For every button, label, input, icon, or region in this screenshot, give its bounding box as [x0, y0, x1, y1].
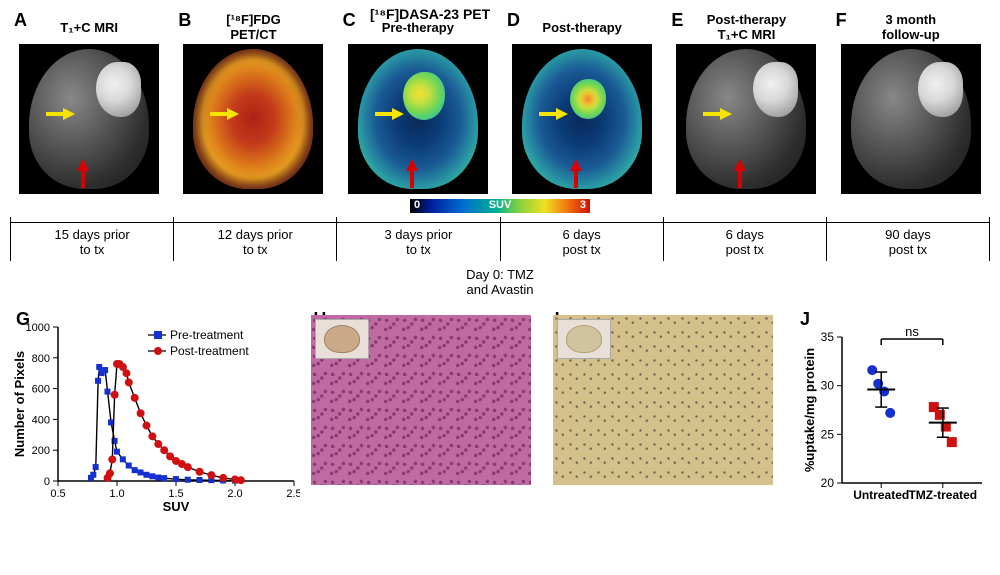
histology-HE-inset [315, 319, 369, 359]
timeline-cell-4: 6 days post tx [663, 222, 826, 261]
panel-I: I [553, 315, 783, 485]
panel-G: G 0.51.01.52.02.502004006008001000SUVNum… [10, 315, 300, 520]
panel-letter-B: B [178, 10, 191, 31]
panel-title-A: T₁+C MRI [10, 10, 168, 44]
svg-text:2.0: 2.0 [227, 488, 242, 500]
svg-text:1.0: 1.0 [109, 488, 124, 500]
svg-text:%uptake/mg protein: %uptake/mg protein [802, 348, 817, 472]
suv-label: SUV [489, 199, 512, 211]
chartG-svg: 0.51.01.52.02.502004006008001000SUVNumbe… [10, 315, 300, 515]
panel-letter-A: A [14, 10, 27, 31]
svg-text:600: 600 [32, 384, 50, 396]
red-arrow-icon [570, 159, 596, 167]
svg-text:2.5: 2.5 [286, 488, 300, 500]
panel-D: DPost-therapy [503, 10, 661, 194]
red-arrow-icon [77, 159, 103, 167]
svg-text:SUV: SUV [163, 499, 190, 514]
day0-label: Day 0: TMZ and Avastin [10, 267, 990, 297]
svg-text:Untreated: Untreated [853, 488, 909, 502]
panel-title-B: [¹⁸F]FDG PET/CT [174, 10, 332, 44]
svg-text:ns: ns [905, 324, 919, 339]
svg-text:TMZ-treated: TMZ-treated [908, 488, 977, 502]
yellow-arrow-icon [538, 108, 564, 116]
panel-B: B[¹⁸F]FDG PET/CT [174, 10, 332, 194]
panel-letter-F: F [836, 10, 847, 31]
panel-title-F: 3 month follow-up [832, 10, 990, 44]
timeline-cell-1: 12 days prior to tx [173, 222, 336, 261]
suv-colorbar: 0 SUV 3 [410, 198, 590, 214]
red-arrow-icon [406, 159, 432, 167]
brain-image-F [841, 44, 981, 194]
svg-text:25: 25 [821, 427, 835, 441]
svg-text:Number of Pixels: Number of Pixels [12, 351, 27, 457]
timeline-cell-3: 6 days post tx [500, 222, 663, 261]
group-title-dasa: [¹⁸F]DASA-23 PET [370, 6, 490, 22]
bottom-panel-row: G 0.51.01.52.02.502004006008001000SUVNum… [10, 315, 990, 520]
svg-text:35: 35 [821, 330, 835, 344]
panel-title-E: Post-therapy T₁+C MRI [667, 10, 825, 44]
panel-H: H [311, 315, 541, 485]
panel-C: CPre-therapy [339, 10, 497, 194]
histology-IHC-inset [557, 319, 611, 359]
yellow-arrow-icon [45, 108, 71, 116]
brain-image-A [19, 44, 159, 194]
histology-IHC-image [553, 315, 773, 485]
brain-image-C [348, 44, 488, 194]
svg-text:400: 400 [32, 414, 50, 426]
suv-gradient: 0 SUV 3 [410, 199, 590, 213]
top-panel-row: AT₁+C MRI B[¹⁸F]FDG PET/CT CPre-therapy … [10, 10, 990, 194]
svg-text:0.5: 0.5 [50, 488, 65, 500]
histology-HE-image [311, 315, 531, 485]
panel-letter-J: J [800, 309, 810, 330]
svg-text:Post-treatment: Post-treatment [170, 344, 249, 358]
suv-min: 0 [414, 199, 420, 211]
svg-text:20: 20 [821, 476, 835, 490]
panel-J: J 20253035%uptake/mg proteinUntreatedTMZ… [794, 315, 990, 520]
chartJ-svg: 20 25 30 35 %uptake/mg protein UntreatedTMZ-t… [800, 315, 990, 515]
yellow-arrow-icon [209, 108, 235, 116]
panel-F: F3 month follow-up [832, 10, 990, 194]
panel-letter-E: E [671, 10, 683, 31]
svg-text:0: 0 [44, 476, 50, 488]
panel-A: AT₁+C MRI [10, 10, 168, 194]
red-arrow-icon [734, 159, 760, 167]
panel-letter-C: C [343, 10, 356, 31]
timeline-cell-2: 3 days prior to tx [336, 222, 499, 261]
brain-image-E [676, 44, 816, 194]
suv-max: 3 [580, 199, 586, 211]
yellow-arrow-icon [702, 108, 728, 116]
timeline-row: 15 days prior to tx12 days prior to tx3 … [10, 222, 990, 261]
svg-text:30: 30 [821, 379, 835, 393]
svg-text:Pre-treatment: Pre-treatment [170, 328, 244, 342]
panel-letter-D: D [507, 10, 520, 31]
brain-image-B [183, 44, 323, 194]
panel-letter-G: G [16, 309, 30, 330]
timeline-cell-5: 90 days post tx [826, 222, 990, 261]
panel-E: EPost-therapy T₁+C MRI [667, 10, 825, 194]
brain-image-D [512, 44, 652, 194]
yellow-arrow-icon [374, 108, 400, 116]
svg-text:800: 800 [32, 353, 50, 365]
svg-text:200: 200 [32, 445, 50, 457]
panel-title-D: Post-therapy [503, 10, 661, 44]
timeline-cell-0: 15 days prior to tx [10, 222, 173, 261]
